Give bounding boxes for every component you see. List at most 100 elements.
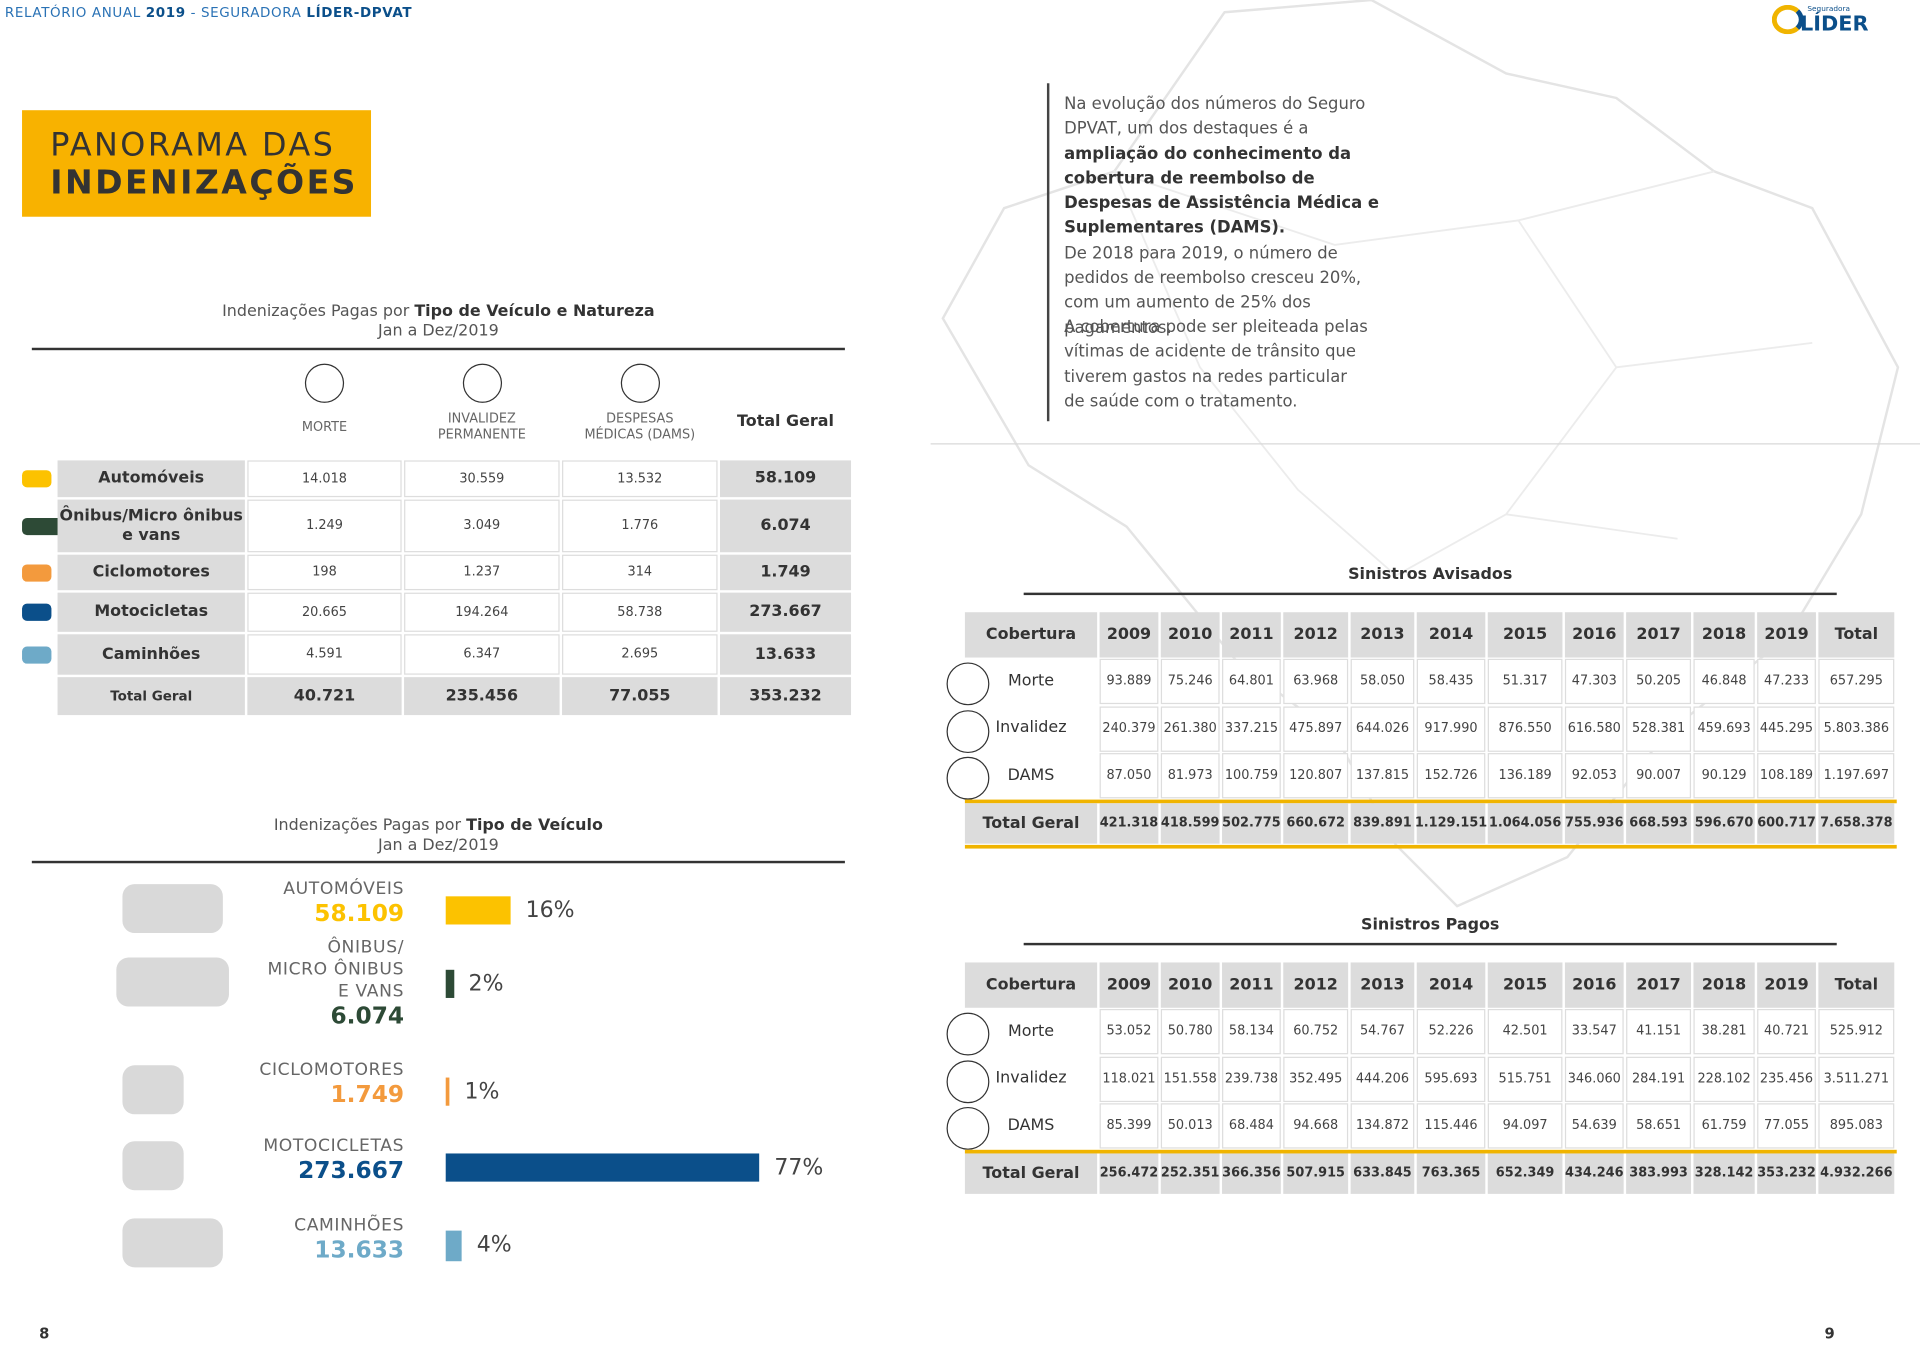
value-label: 2% [468,971,504,997]
row-label: Caminhões [57,634,245,675]
total-cell: 383.993 [1626,1153,1692,1194]
total-cell: 1.129.151 [1415,803,1487,844]
text-run: LÍDER-DPVAT [306,4,413,21]
column-header: 2012 [1283,612,1349,658]
coverage-icon [946,1012,990,1056]
vehicle-icon [22,645,52,664]
column-header: MORTE [301,419,348,435]
intro-paragraph: A cobertura pode ser pleiteada pelas vít… [1064,318,1368,412]
coverage-icon [946,709,990,753]
table-cell: 118.021 [1099,1056,1159,1102]
table-cell: 77.055 [1757,1103,1816,1149]
table-cell: 1.237 [404,554,560,591]
total-cell: Total Geral [964,803,1098,844]
table-cell: 6.074 [720,499,852,553]
logo-text: LÍDER [1800,12,1869,37]
rule [1023,942,1837,945]
category-label: MOTOCICLETAS [263,1136,405,1156]
total-cell: 4.932.266 [1818,1153,1895,1194]
table-cell: 876.550 [1487,705,1563,752]
table-cell: 94.668 [1283,1103,1349,1149]
table-cell: 1.197.697 [1818,753,1895,799]
table-cell: 352.495 [1283,1056,1349,1102]
total-cell: 596.670 [1693,803,1755,844]
vehicle-silhouette [122,1141,184,1191]
text-run: RELATÓRIO ANUAL [4,4,146,21]
vehicle-icon [22,603,52,621]
table-cell: 228.102 [1693,1056,1755,1102]
section-title-box: PANORAMA DAS INDENIZAÇÕES [22,110,372,217]
table-cell: 3.511.271 [1818,1056,1895,1102]
column-header: Total Geral [737,412,834,432]
table-cell: 4.591 [247,634,402,675]
column-header: 2015 [1487,962,1563,1008]
total-cell: 252.351 [1160,1153,1220,1194]
row-label: DAMS [1007,766,1055,785]
column-header: 2016 [1564,612,1624,658]
column-header: 2017 [1626,612,1692,658]
total-cell: 421.318 [1099,803,1159,844]
chart-period: Jan a Dez/2019 [378,836,499,855]
table-cell: 20.665 [247,592,402,632]
category-label: CAMINHÕES [294,1215,405,1236]
table-cell: 92.053 [1564,753,1624,799]
column-header: Total [1818,962,1895,1008]
table-cell: 1.749 [720,554,852,591]
row-label: Ciclomotores [57,554,245,591]
total-cell: 668.593 [1626,803,1692,844]
text-run: - SEGURADORA [185,4,307,21]
coverage-icon [462,363,502,403]
table-title: Sinistros Pagos [1361,915,1500,935]
row-label: Invalidez [995,1069,1067,1088]
table-cell: 528.381 [1626,705,1692,752]
table-cell: 93.889 [1099,658,1159,705]
total-cell: 353.232 [720,677,852,716]
table-cell: 58.134 [1222,1008,1281,1055]
table-cell: 33.547 [1564,1008,1624,1055]
category-label: ÔNIBUS/ MICRO ÔNIBUS E VANS [267,937,405,1002]
title-bold: Tipo de Veículo [466,816,603,836]
table-cell: 459.693 [1693,705,1755,752]
total-cell: 660.672 [1283,803,1349,844]
table-cell: 120.807 [1283,753,1349,799]
category-count: 6.074 [330,1002,405,1030]
coverage-icon [946,756,990,800]
table-cell: 38.281 [1693,1008,1755,1055]
table-cell: 273.667 [720,592,852,632]
column-header: INVALIDEZ PERMANENTE [437,411,526,443]
total-cell: Total Geral [964,1153,1098,1194]
total-cell: 328.142 [1693,1153,1755,1194]
bar [445,969,454,998]
bar [445,1230,463,1262]
category-label: AUTOMÓVEIS [283,879,405,899]
running-title: RELATÓRIO ANUAL 2019 - SEGURADORA LÍDER-… [5,5,412,21]
table-cell: 50.205 [1626,658,1692,705]
vehicle-silhouette [116,957,229,1007]
total-cell: 507.915 [1283,1153,1349,1194]
background-map [941,0,1900,908]
total-cell: 418.599 [1160,803,1220,844]
row-label: Ônibus/Micro ônibus e vans [57,499,245,553]
total-cell: 652.349 [1487,1153,1563,1194]
value-label: 77% [774,1154,824,1181]
table-cell: 90.129 [1693,753,1755,799]
total-cell: 256.472 [1099,1153,1159,1194]
table-cell: 30.559 [404,460,560,498]
table-cell: 235.456 [1757,1056,1816,1102]
table-cell: 63.968 [1283,658,1349,705]
table-cell: 52.226 [1416,1008,1486,1055]
table-cell: 644.026 [1350,705,1415,752]
rule [31,347,845,350]
table-cell: 64.801 [1222,658,1281,705]
logo-mark [1771,4,1804,35]
column-header: 2014 [1416,612,1486,658]
table-cell: 595.693 [1416,1056,1486,1102]
table-cell: 54.767 [1350,1008,1415,1055]
table-cell: 58.435 [1416,658,1486,705]
total-cell: 235.456 [404,677,560,716]
column-header: 2018 [1693,962,1755,1008]
column-header: Cobertura [964,612,1098,658]
gold-rule [964,1149,1897,1154]
